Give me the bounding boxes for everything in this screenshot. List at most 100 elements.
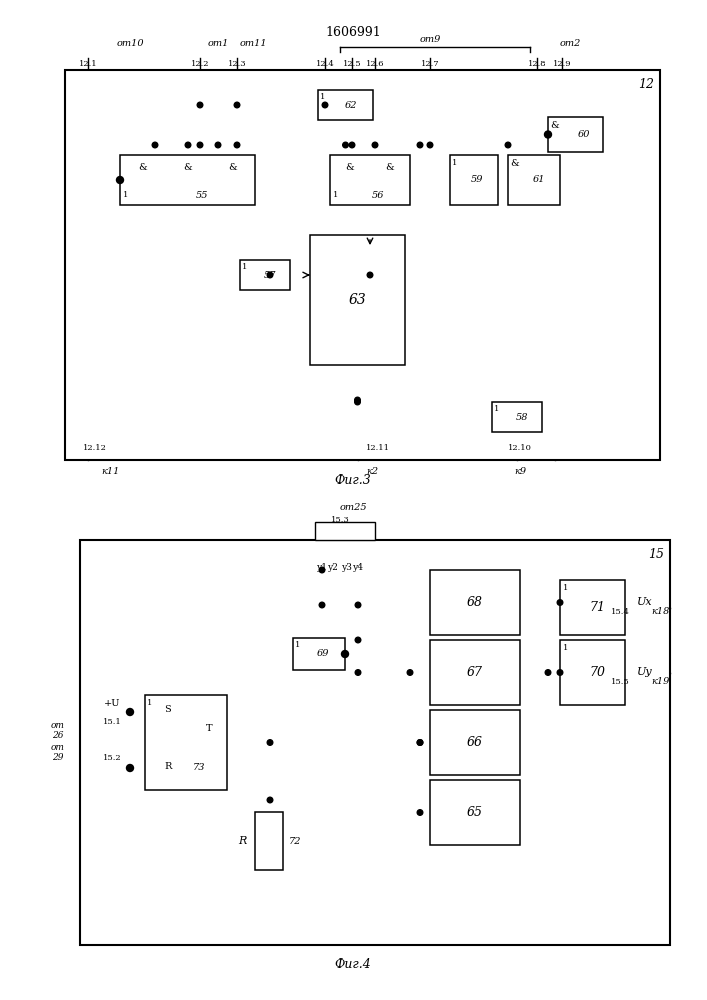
Bar xyxy=(548,117,603,152)
Text: 15.2: 15.2 xyxy=(103,754,122,762)
Text: 72: 72 xyxy=(288,836,301,846)
Circle shape xyxy=(215,142,221,148)
Circle shape xyxy=(506,142,510,148)
Bar xyxy=(65,70,660,460)
Circle shape xyxy=(544,131,551,138)
Text: 59: 59 xyxy=(471,176,484,184)
Text: &: & xyxy=(183,162,192,172)
Text: от: от xyxy=(51,744,65,752)
Text: 15.1: 15.1 xyxy=(103,718,122,726)
Text: 61: 61 xyxy=(533,176,545,184)
Text: 1: 1 xyxy=(563,584,568,592)
Circle shape xyxy=(355,637,361,643)
Text: к2: к2 xyxy=(366,468,378,477)
Circle shape xyxy=(557,600,563,605)
Text: S: S xyxy=(165,706,171,714)
Bar xyxy=(508,155,560,205)
Circle shape xyxy=(355,399,361,405)
Text: Фиг.3: Фиг.3 xyxy=(334,474,371,487)
Text: от25: от25 xyxy=(339,502,367,512)
Text: R: R xyxy=(164,762,172,771)
Circle shape xyxy=(319,602,325,608)
Text: 15.3: 15.3 xyxy=(331,516,349,524)
Text: R: R xyxy=(238,836,246,846)
Text: 1: 1 xyxy=(243,263,247,271)
Circle shape xyxy=(355,397,361,403)
Bar xyxy=(240,260,290,290)
Circle shape xyxy=(197,102,203,108)
Bar xyxy=(430,780,520,845)
Circle shape xyxy=(267,272,273,278)
Text: 12.7: 12.7 xyxy=(421,60,439,68)
Circle shape xyxy=(234,102,240,108)
Text: от2: от2 xyxy=(559,38,580,47)
Text: 57: 57 xyxy=(264,270,276,279)
Circle shape xyxy=(341,650,349,658)
Text: 1: 1 xyxy=(320,93,326,101)
Text: 12: 12 xyxy=(638,78,654,91)
Text: к11: к11 xyxy=(101,468,119,477)
Circle shape xyxy=(407,670,413,675)
Text: 1: 1 xyxy=(296,641,300,649)
Circle shape xyxy=(234,142,240,148)
Circle shape xyxy=(355,602,361,608)
Bar xyxy=(315,522,375,540)
Text: &: & xyxy=(551,120,559,129)
Circle shape xyxy=(417,810,423,815)
Text: от1: от1 xyxy=(207,38,228,47)
Circle shape xyxy=(319,567,325,573)
Text: +U: +U xyxy=(104,700,120,708)
Text: от: от xyxy=(51,720,65,730)
Text: 12.1: 12.1 xyxy=(78,60,98,68)
Bar xyxy=(318,90,373,120)
Circle shape xyxy=(417,740,423,745)
Text: 1: 1 xyxy=(147,699,153,707)
Text: &: & xyxy=(228,162,237,172)
Bar xyxy=(560,640,625,705)
Text: к9: к9 xyxy=(514,468,526,477)
Text: 69: 69 xyxy=(317,650,329,658)
Bar xyxy=(450,155,498,205)
Text: 67: 67 xyxy=(467,666,483,679)
Text: Фиг.4: Фиг.4 xyxy=(334,958,371,972)
Text: 1: 1 xyxy=(494,405,500,413)
Circle shape xyxy=(322,102,328,108)
Text: 15.5: 15.5 xyxy=(611,678,629,686)
Text: Ux: Ux xyxy=(637,597,653,607)
Circle shape xyxy=(267,797,273,803)
Text: 12.10: 12.10 xyxy=(508,444,532,452)
Text: 12.8: 12.8 xyxy=(527,60,547,68)
Bar xyxy=(80,540,670,945)
Circle shape xyxy=(557,670,563,675)
Text: 12.9: 12.9 xyxy=(553,60,571,68)
Bar xyxy=(492,402,542,432)
Text: 12.2: 12.2 xyxy=(191,60,209,68)
Text: у3: у3 xyxy=(341,564,352,572)
Text: 1: 1 xyxy=(563,644,568,652)
Text: 60: 60 xyxy=(577,130,590,139)
Text: от11: от11 xyxy=(239,38,267,47)
Bar xyxy=(293,638,345,670)
Bar xyxy=(330,155,410,205)
Text: 26: 26 xyxy=(52,730,64,740)
Circle shape xyxy=(355,670,361,675)
Text: T: T xyxy=(206,724,212,733)
Circle shape xyxy=(417,740,423,745)
Circle shape xyxy=(117,176,124,184)
Circle shape xyxy=(367,272,373,278)
Text: Uy: Uy xyxy=(637,667,653,677)
Text: у1: у1 xyxy=(317,564,327,572)
Circle shape xyxy=(197,142,203,148)
Text: 1: 1 xyxy=(333,191,339,199)
Text: 12.11: 12.11 xyxy=(366,444,390,452)
Text: 12.12: 12.12 xyxy=(83,444,107,452)
Text: 29: 29 xyxy=(52,754,64,762)
Circle shape xyxy=(349,142,355,148)
Circle shape xyxy=(267,740,273,745)
Bar xyxy=(430,640,520,705)
Text: 70: 70 xyxy=(590,666,605,679)
Circle shape xyxy=(343,142,349,148)
Circle shape xyxy=(417,142,423,148)
Bar xyxy=(120,155,255,205)
Text: 66: 66 xyxy=(467,736,483,749)
